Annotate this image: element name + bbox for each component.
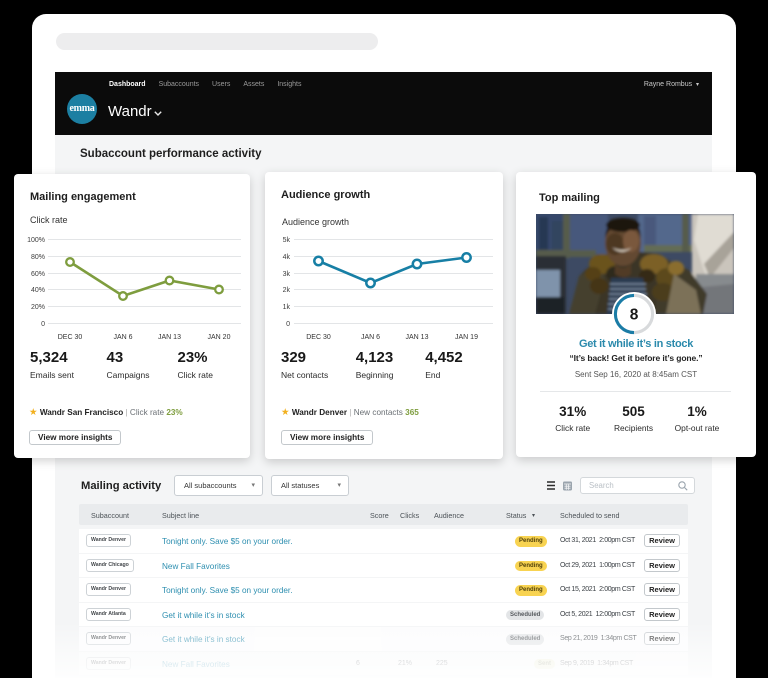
svg-text:JAN 6: JAN 6 (113, 334, 132, 341)
svg-text:4k: 4k (283, 254, 291, 261)
svg-text:DEC 30: DEC 30 (306, 334, 331, 341)
svg-text:0: 0 (41, 321, 45, 328)
svg-text:JAN 13: JAN 13 (158, 334, 181, 341)
svg-text:JAN 19: JAN 19 (455, 334, 478, 341)
svg-text:1k: 1k (283, 304, 291, 311)
svg-text:JAN 6: JAN 6 (361, 334, 380, 341)
svg-text:2k: 2k (283, 287, 291, 294)
svg-text:JAN 13: JAN 13 (406, 334, 429, 341)
svg-text:5k: 5k (283, 237, 291, 244)
svg-text:80%: 80% (31, 254, 45, 261)
svg-text:3k: 3k (283, 271, 291, 278)
svg-text:60%: 60% (31, 271, 45, 278)
svg-text:DEC 30: DEC 30 (58, 334, 83, 341)
svg-text:JAN 20: JAN 20 (208, 334, 231, 341)
svg-text:20%: 20% (31, 304, 45, 311)
svg-text:8: 8 (630, 307, 639, 324)
svg-text:40%: 40% (31, 287, 45, 294)
svg-text:0: 0 (286, 321, 290, 328)
svg-text:100%: 100% (27, 237, 45, 244)
